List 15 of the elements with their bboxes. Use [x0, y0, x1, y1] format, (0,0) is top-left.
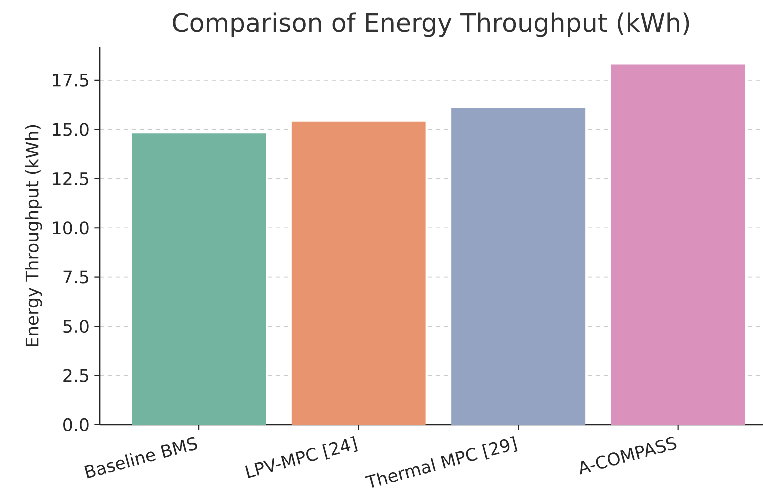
y-tick-label: 12.5: [53, 172, 88, 186]
y-tick-label: 17.5: [53, 74, 88, 87]
bar: [132, 134, 266, 425]
y-tick-label: 5.0: [64, 320, 89, 334]
bar: [452, 108, 586, 425]
y-tick-label: 10.0: [53, 222, 89, 235]
y-tick-label: 7.5: [64, 270, 88, 284]
bar: [611, 64, 746, 425]
y-tick-label: 2.5: [64, 369, 88, 382]
x-tick-label: Baseline BMS: [84, 437, 198, 479]
y-tick-label: 15.0: [53, 123, 89, 136]
bar: [292, 122, 426, 425]
y-axis-title: Energy Throughput (kWh): [25, 125, 42, 346]
chart-title: Comparison of Energy Throughput (kWh): [173, 12, 690, 38]
y-tick-label: 0.0: [64, 418, 89, 432]
